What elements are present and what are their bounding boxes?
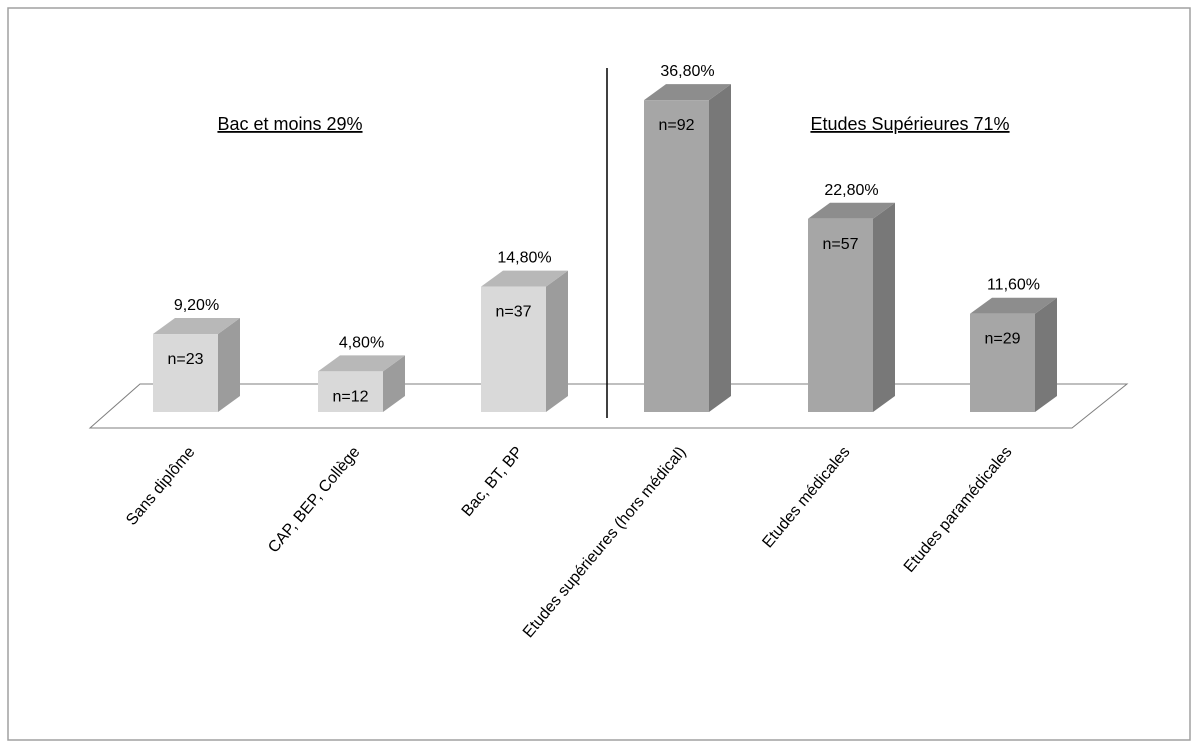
n-label: n=57 xyxy=(822,236,858,253)
bar-side xyxy=(218,318,240,412)
bar xyxy=(808,218,873,412)
bar-top xyxy=(153,318,240,335)
annotation: Bac et moins 29% xyxy=(217,114,362,134)
n-label: n=29 xyxy=(984,331,1020,348)
bar xyxy=(318,371,383,412)
n-label: n=37 xyxy=(495,304,531,321)
value-label: 14,80% xyxy=(497,250,551,267)
bar-side xyxy=(546,270,568,412)
bar xyxy=(481,286,546,412)
value-label: 9,20% xyxy=(174,297,219,314)
bar-top xyxy=(808,202,895,219)
annotation: Etudes Supérieures 71% xyxy=(810,114,1009,134)
bar-top xyxy=(970,297,1057,314)
bar-side xyxy=(1035,297,1057,412)
bar-side xyxy=(383,355,405,412)
value-label: 36,80% xyxy=(660,63,714,80)
bar-top xyxy=(481,270,568,287)
bar xyxy=(970,313,1035,412)
bar-side xyxy=(709,84,731,413)
bar-side xyxy=(873,202,895,412)
value-label: 11,60% xyxy=(987,277,1040,294)
n-label: n=92 xyxy=(658,117,694,134)
value-label: 22,80% xyxy=(824,182,878,199)
n-label: n=12 xyxy=(332,388,368,405)
bar xyxy=(153,334,218,412)
value-label: 4,80% xyxy=(339,334,384,351)
n-label: n=23 xyxy=(167,351,203,368)
bar-top xyxy=(318,355,405,372)
bar-top xyxy=(644,84,731,101)
bar xyxy=(644,100,709,413)
